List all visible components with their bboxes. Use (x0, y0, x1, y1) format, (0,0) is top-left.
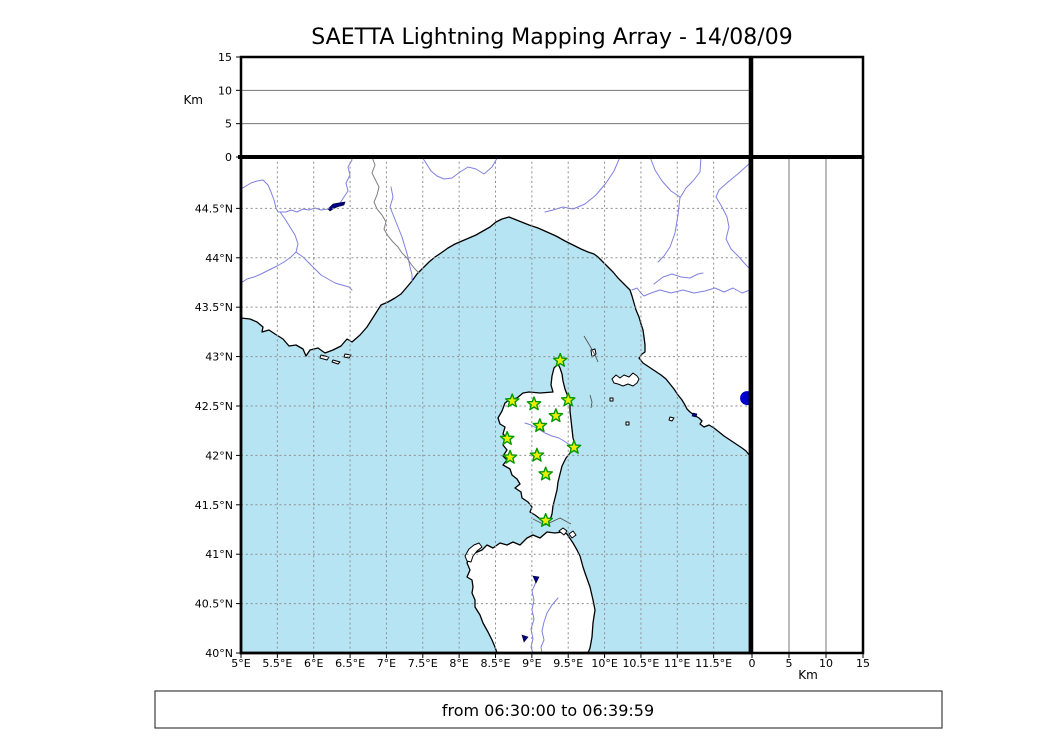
lat-tick-label: 41°N (205, 548, 233, 561)
axis-ticks: 5°E 5.5°E 6°E 6.5°E 7°E 7.5°E 8°E 8.5°E 9°E 9.5°E… (195, 51, 870, 670)
lma-station-marker (529, 447, 545, 462)
lat-tick-label: 43.5°N (195, 301, 233, 314)
km-axis-label-bottom: Km (798, 668, 818, 682)
lat-tick-label: 40°N (205, 647, 233, 660)
lon-tick-label: 9.5°E (553, 657, 583, 670)
maddalena-island-1 (558, 527, 568, 536)
map-gridlines (241, 157, 750, 653)
lat-tick-label: 44°N (205, 252, 233, 265)
map-markers (499, 352, 750, 527)
lma-station-marker (502, 449, 518, 464)
asinara-island (464, 542, 483, 563)
time-range-label: from 06:30:00 to 06:39:59 (442, 701, 654, 720)
lma-station-marker (532, 418, 548, 433)
alt-tick-label-left: 0 (225, 151, 232, 164)
lma-station-marker (499, 430, 515, 445)
lon-tick-label: 11.5°E (695, 657, 732, 670)
lma-station-marker (552, 352, 568, 367)
event-dot (740, 391, 750, 406)
mainland-landmass (241, 157, 750, 457)
map-geography (241, 157, 750, 653)
lon-tick-label: 5.5°E (262, 657, 292, 670)
lma-station-marker (526, 396, 542, 411)
lat-tick-label: 42.5°N (195, 400, 233, 413)
maritime-boundaries (532, 335, 599, 526)
small-islands (319, 348, 675, 563)
lon-tick-label: 10.5°E (622, 657, 659, 670)
lon-tick-label: 11°E (664, 657, 690, 670)
hyeres-islet-3 (343, 353, 352, 359)
lon-tick-label: 9°E (522, 657, 541, 670)
lon-tick-label: 8.5°E (481, 657, 511, 670)
country-border (371, 157, 420, 274)
km-axis-label-left: Km (183, 93, 203, 107)
lon-tick-label: 6.5°E (335, 657, 365, 670)
lat-tick-label: 42°N (205, 449, 233, 462)
alt-tick-label-bottom: 0 (749, 657, 756, 670)
montecristo-island (625, 421, 630, 426)
rivers (241, 157, 750, 653)
alt-tick-label-left: 10 (218, 84, 232, 97)
lma-station-marker (538, 512, 554, 527)
elba-island (611, 372, 640, 387)
pianosa-island (609, 397, 614, 402)
lon-tick-label: 6°E (304, 657, 323, 670)
lma-station-marker (566, 439, 582, 454)
lat-tick-label: 40.5°N (195, 598, 233, 611)
alt-tick-label-bottom: 15 (856, 657, 870, 670)
panel-gridlines (241, 89, 827, 653)
lakes (327, 201, 698, 643)
lon-tick-label: 5°E (231, 657, 250, 670)
lon-tick-label: 7.5°E (408, 657, 438, 670)
lon-tick-label: 7°E (377, 657, 396, 670)
maddalena-island-2 (568, 530, 577, 539)
figure-title: SAETTA Lightning Mapping Array - 14/08/0… (311, 25, 792, 50)
lma-station-marker (504, 393, 520, 408)
alt-tick-label-bottom: 10 (819, 657, 833, 670)
lat-tick-label: 41.5°N (195, 499, 233, 512)
time-range-box (154, 690, 943, 729)
hyeres-islet-1 (319, 354, 330, 361)
giglio-island (668, 416, 675, 422)
lma-station-marker (538, 466, 554, 481)
lat-tick-label: 43°N (205, 351, 233, 364)
lat-tick-label: 44.5°N (195, 202, 233, 215)
lma-station-marker (560, 392, 576, 407)
corsica-island (497, 363, 576, 524)
alt-tick-label-left: 15 (218, 51, 232, 64)
alt-tick-label-bottom: 5 (786, 657, 793, 670)
hyeres-islet-2 (331, 359, 341, 365)
lma-station-marker (548, 408, 564, 423)
lon-tick-label: 10°E (591, 657, 617, 670)
alt-tick-label-left: 5 (225, 118, 232, 131)
sardinia-island (466, 531, 596, 653)
lon-tick-label: 8°E (449, 657, 468, 670)
